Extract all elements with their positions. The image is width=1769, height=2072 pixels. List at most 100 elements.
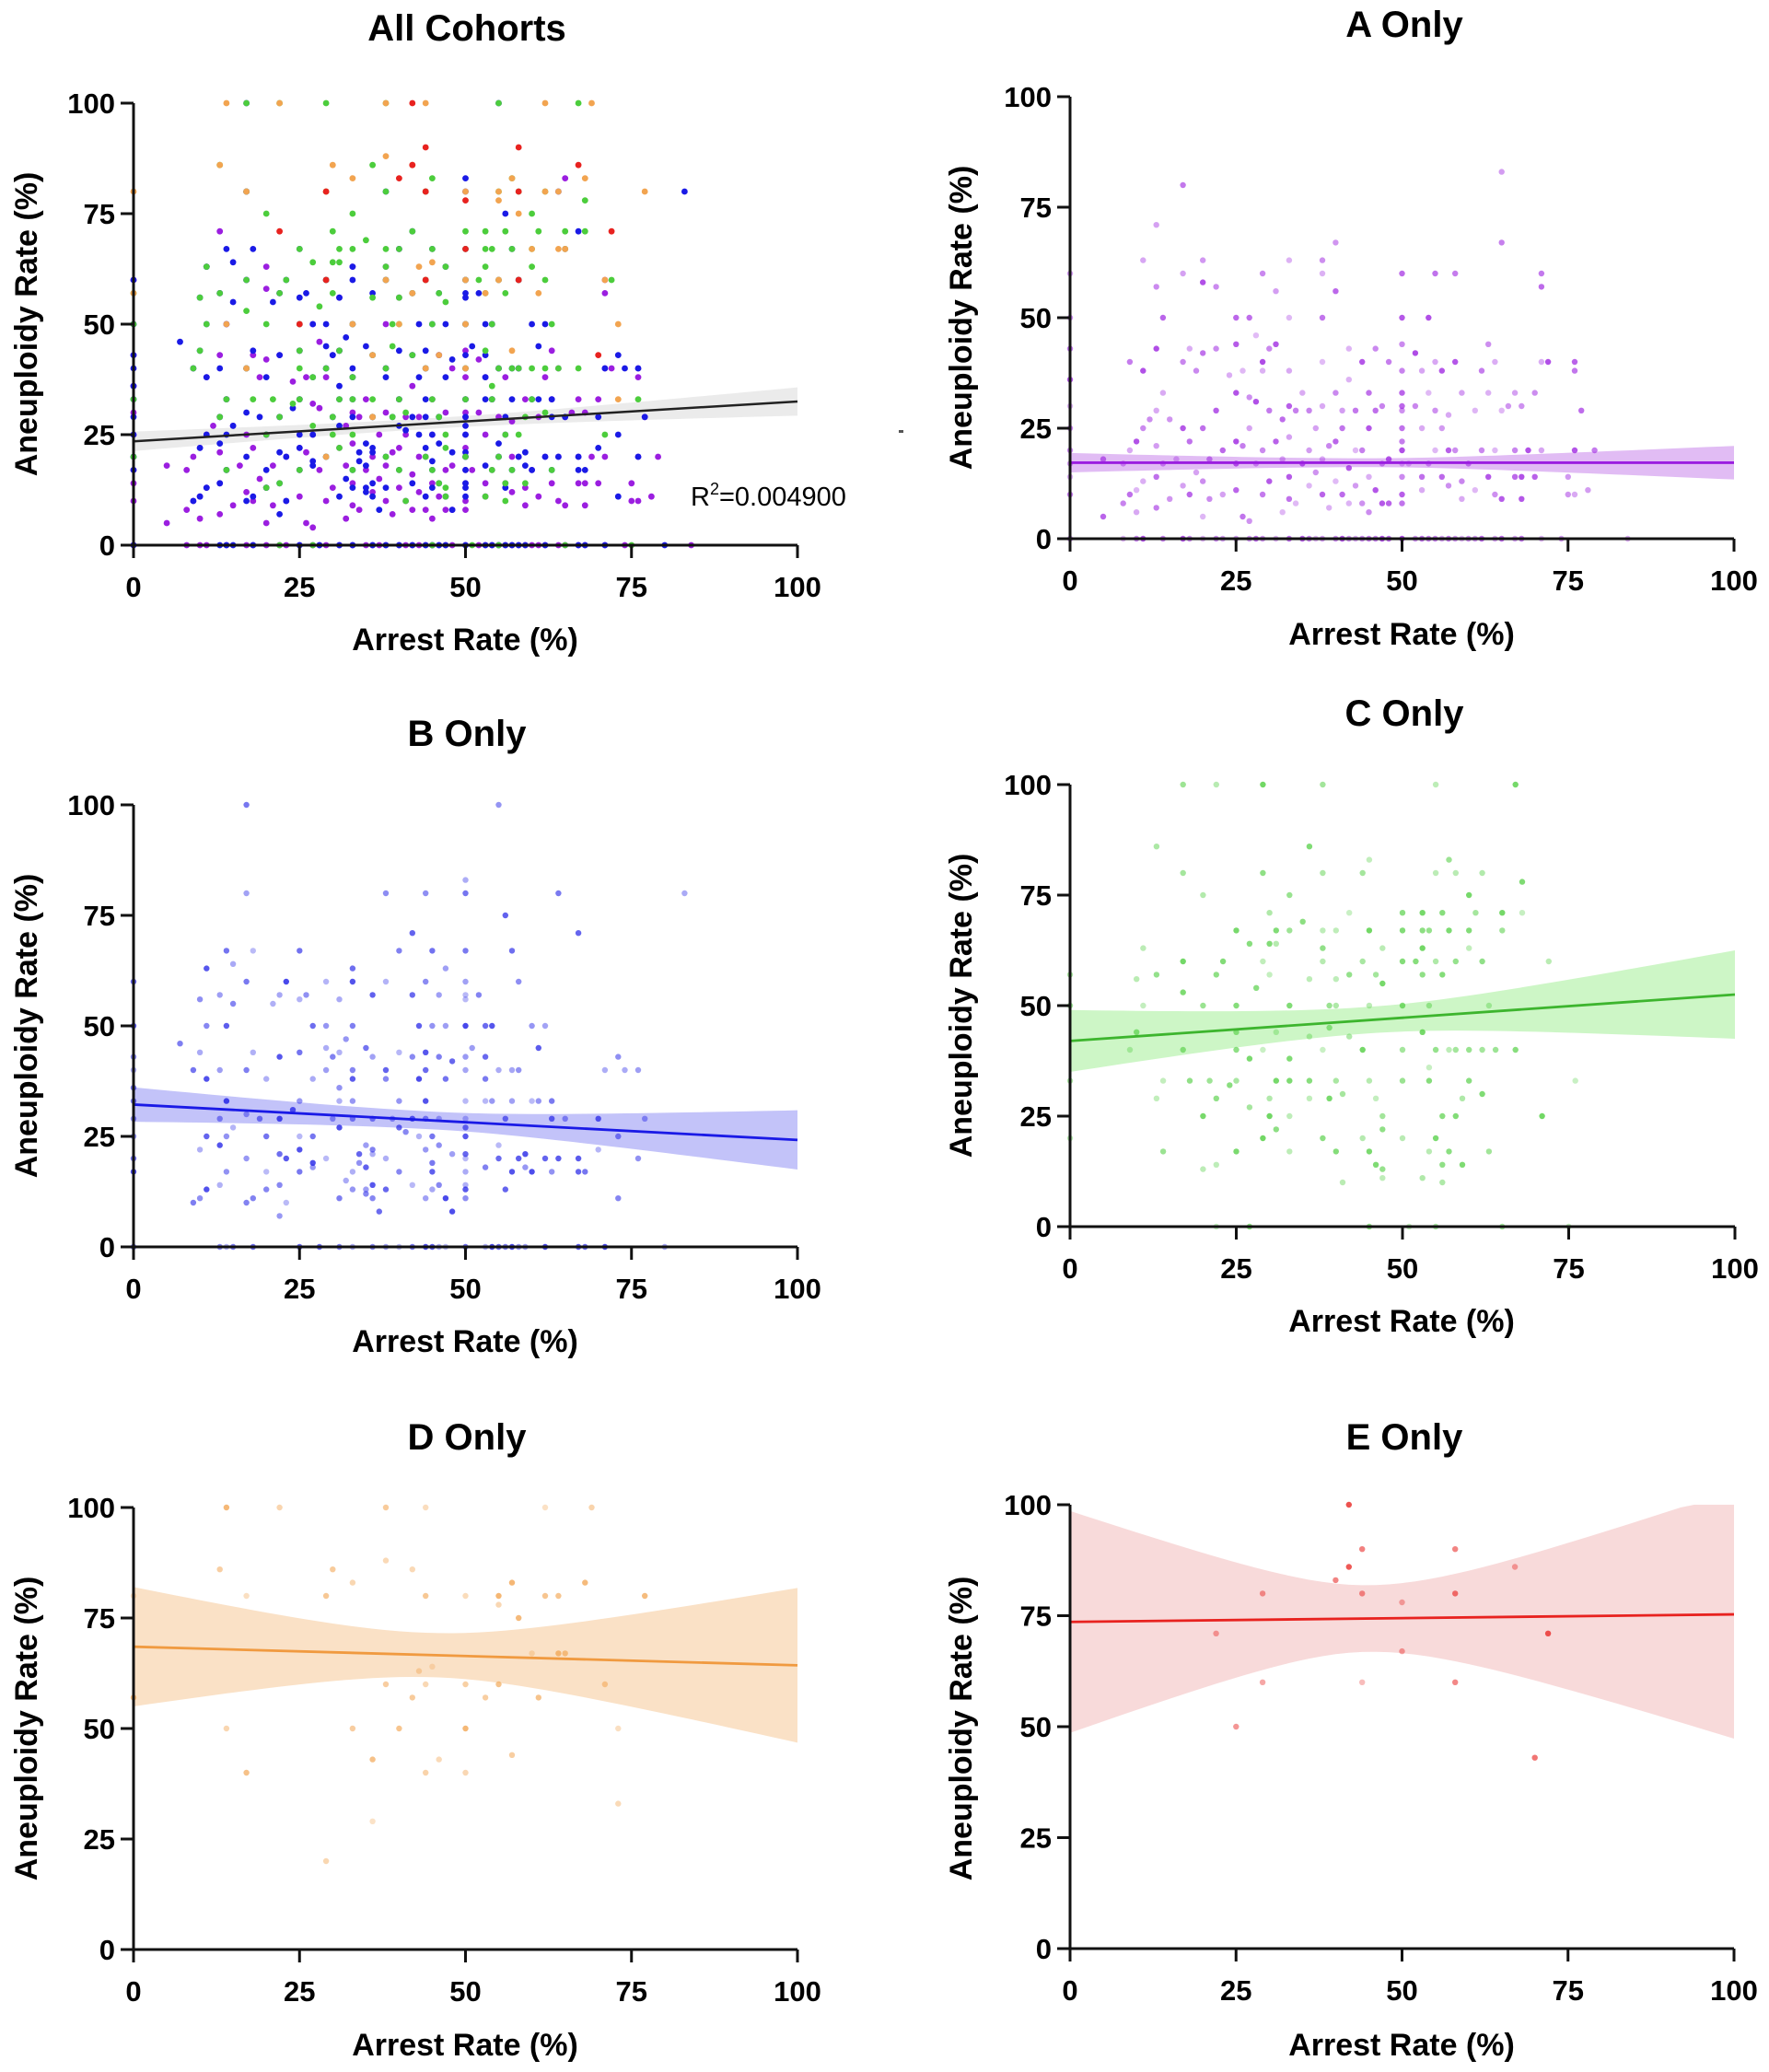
data-point xyxy=(1339,1179,1346,1186)
data-point xyxy=(250,347,257,355)
data-point xyxy=(1153,844,1160,850)
data-point xyxy=(1306,1077,1313,1084)
data-point xyxy=(436,413,443,421)
x-tick-label: 0 xyxy=(125,1273,141,1305)
data-point xyxy=(216,511,224,518)
data-point xyxy=(1180,358,1186,366)
data-point xyxy=(1233,1077,1239,1084)
data-point xyxy=(262,467,270,473)
data-point xyxy=(336,246,343,252)
data-point xyxy=(396,175,402,182)
data-point xyxy=(462,320,469,328)
data-point xyxy=(535,227,542,235)
data-point xyxy=(516,1614,522,1622)
data-point xyxy=(382,1681,390,1688)
points-layer xyxy=(1213,1501,1552,1761)
data-point xyxy=(263,1186,270,1193)
data-point xyxy=(1100,513,1107,520)
data-point xyxy=(575,365,582,372)
data-point xyxy=(535,493,542,500)
data-point xyxy=(223,396,230,402)
data-point xyxy=(349,431,356,438)
data-point xyxy=(229,423,237,429)
data-point xyxy=(190,453,197,460)
x-tick-label: 75 xyxy=(1553,1252,1584,1285)
data-point xyxy=(349,1579,356,1586)
x-tick-label: 75 xyxy=(616,1273,647,1305)
regression-layer xyxy=(133,400,798,443)
data-point xyxy=(488,467,495,473)
data-point xyxy=(349,480,356,487)
data-point xyxy=(549,1098,555,1104)
data-point xyxy=(1426,1148,1433,1155)
data-point xyxy=(1345,1501,1353,1508)
data-point xyxy=(482,1694,489,1701)
x-tick-label: 50 xyxy=(1387,1252,1418,1285)
data-point xyxy=(582,1169,588,1175)
regression-line xyxy=(133,400,798,443)
data-point xyxy=(1379,500,1386,506)
data-point xyxy=(355,1159,363,1167)
data-point xyxy=(1200,350,1206,356)
data-point xyxy=(601,453,609,460)
data-point xyxy=(329,484,336,491)
data-point xyxy=(296,467,303,473)
data-point xyxy=(243,1066,250,1074)
data-point xyxy=(1399,1599,1405,1606)
data-point xyxy=(296,493,303,500)
regression-layer xyxy=(133,1103,798,1142)
data-point xyxy=(1399,438,1405,445)
data-point xyxy=(1385,358,1392,366)
points-layer xyxy=(1066,781,1578,1230)
data-point xyxy=(522,502,529,509)
data-point xyxy=(1359,1046,1366,1053)
data-point xyxy=(475,356,483,363)
data-point xyxy=(316,404,323,412)
data-point xyxy=(243,188,250,195)
data-point xyxy=(389,320,396,328)
data-point xyxy=(336,996,343,1003)
data-point xyxy=(462,1124,469,1131)
data-point xyxy=(1379,1126,1386,1133)
data-point xyxy=(276,511,283,518)
data-point xyxy=(190,497,197,505)
data-point xyxy=(555,188,562,195)
data-point xyxy=(382,462,390,469)
data-point xyxy=(355,1151,363,1158)
data-point xyxy=(634,396,642,402)
data-point xyxy=(482,493,489,500)
data-point xyxy=(634,1066,642,1074)
data-point xyxy=(1246,314,1252,321)
data-point xyxy=(1438,473,1446,480)
data-point xyxy=(1432,869,1439,877)
data-point xyxy=(355,458,363,465)
data-point xyxy=(615,1053,622,1060)
data-point xyxy=(601,1681,609,1688)
data-point xyxy=(363,489,369,495)
data-point xyxy=(462,1169,469,1175)
data-point xyxy=(562,502,569,509)
r-squared-superscript: 2 xyxy=(710,480,719,498)
data-point xyxy=(1246,394,1252,401)
data-point xyxy=(423,1147,429,1153)
data-point xyxy=(309,1164,316,1170)
x-tick-label: 75 xyxy=(616,1975,647,2008)
data-point xyxy=(1352,407,1359,413)
data-point xyxy=(322,343,330,350)
data-point xyxy=(276,992,283,998)
confidence-band xyxy=(1070,950,1735,1072)
data-point xyxy=(1479,1046,1485,1053)
data-point xyxy=(229,502,237,509)
data-point xyxy=(349,413,356,421)
data-point xyxy=(196,996,204,1003)
data-point xyxy=(349,320,356,328)
data-point xyxy=(1466,1046,1472,1053)
data-point xyxy=(1213,781,1220,788)
data-point xyxy=(1233,1148,1239,1155)
y-tick-label: 0 xyxy=(1036,1211,1052,1243)
data-point xyxy=(529,1169,535,1175)
data-point xyxy=(243,978,250,985)
data-point xyxy=(634,365,642,372)
data-point xyxy=(389,343,396,350)
data-point xyxy=(462,175,469,182)
